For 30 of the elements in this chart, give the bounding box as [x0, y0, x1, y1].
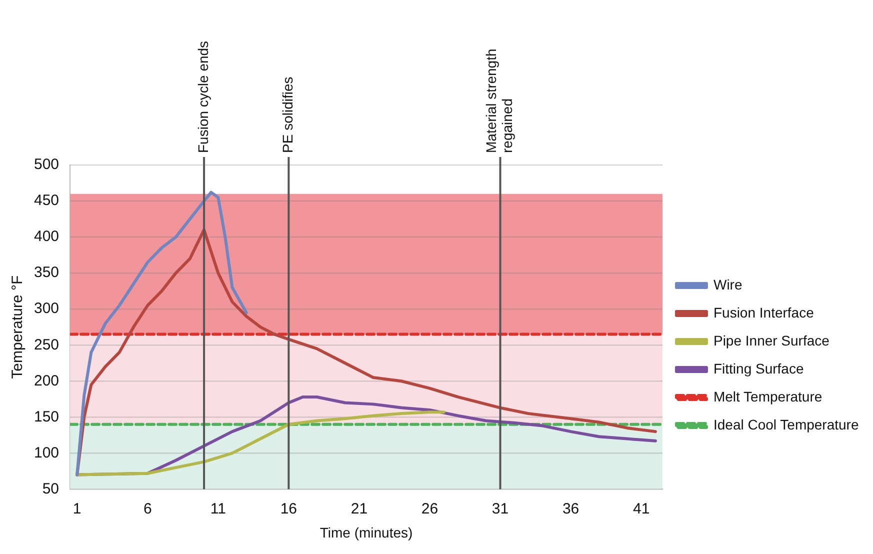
legend-label: Melt Temperature	[713, 388, 822, 404]
x-tick-label: 36	[562, 500, 580, 518]
legend-label: Wire	[713, 276, 742, 292]
x-tick-label: 31	[492, 500, 509, 518]
y-tick-label: 100	[34, 444, 60, 462]
x-tick-label: 16	[280, 500, 298, 518]
legend-label: Ideal Cool Temperature	[713, 416, 859, 432]
y-tick-label: 450	[34, 192, 60, 210]
ref-line-label: Material strength regained	[483, 48, 516, 153]
x-tick-label: 6	[143, 500, 152, 518]
y-tick-label: 400	[34, 228, 60, 246]
x-tick-label: 11	[210, 500, 226, 518]
x-tick-label: 21	[350, 500, 368, 518]
legend-label: Fitting Surface	[713, 360, 804, 376]
x-tick-label: 26	[421, 500, 438, 518]
y-tick-label: 150	[34, 408, 60, 426]
x-axis-title: Time (minutes)	[320, 524, 413, 540]
legend-label: Pipe Inner Surface	[713, 332, 830, 348]
y-tick-label: 300	[34, 300, 60, 318]
ref-line-label: PE solidifies	[280, 76, 296, 153]
legend-label: Fusion Interface	[713, 304, 814, 320]
y-tick-label: 500	[34, 156, 60, 174]
y-tick-label: 200	[34, 372, 60, 390]
y-tick-label: 250	[34, 336, 60, 354]
y-tick-label: 350	[34, 264, 60, 282]
y-axis-title: Temperature °F	[9, 275, 26, 379]
y-tick-label: 50	[42, 480, 60, 498]
x-tick-label: 1	[72, 500, 82, 518]
ref-line-label: Fusion cycle ends	[194, 40, 211, 153]
x-tick-label: 41	[632, 500, 650, 518]
